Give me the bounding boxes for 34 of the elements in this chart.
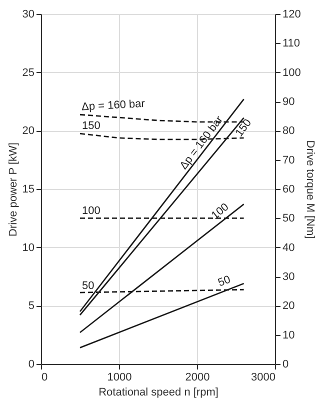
y2-tick-label: 90 xyxy=(282,96,295,108)
annotation: 150 xyxy=(233,117,254,139)
y2-tick-label: 110 xyxy=(282,38,300,50)
y-tick-label: 0 xyxy=(28,358,34,370)
y-tick-label: 5 xyxy=(28,300,34,312)
y2-tick-label: 70 xyxy=(282,154,295,166)
x-tick-label: 0 xyxy=(42,372,48,384)
y2-axis-title: Drive torque M [Nm] xyxy=(304,140,316,239)
y2-tick-label: 0 xyxy=(282,358,289,370)
y-axis-title: Drive power P [kW] xyxy=(7,142,20,236)
annotation: 50 xyxy=(82,280,94,292)
y2-tick-label: 100 xyxy=(282,66,301,79)
annotation: 50 xyxy=(216,274,232,290)
y2-tick-label: 20 xyxy=(282,300,295,312)
y2-tick-label: 80 xyxy=(282,125,295,138)
y-tick-label: 25 xyxy=(22,66,34,79)
y-tick-label: 15 xyxy=(22,184,34,196)
y2-tick-label: 60 xyxy=(282,184,295,196)
x-axis-title: Rotational speed n [rpm] xyxy=(98,386,218,398)
x-tick-label: 3000 xyxy=(251,372,276,384)
y2-tick-label: 30 xyxy=(282,271,295,283)
annotation: Δp = 160 bar xyxy=(81,98,146,114)
annotation: 100 xyxy=(82,205,100,218)
x-tick-label: 1000 xyxy=(107,372,132,384)
y-tick-label: 30 xyxy=(22,8,34,20)
annotation: 100 xyxy=(209,201,232,222)
y2-tick-label: 50 xyxy=(282,212,295,225)
x-tick-label: 2000 xyxy=(185,372,210,384)
y-tick-label: 10 xyxy=(22,242,34,254)
y-tick-label: 20 xyxy=(22,125,34,138)
y2-tick-label: 10 xyxy=(282,329,295,342)
y2-tick-label: 40 xyxy=(282,242,295,254)
annotation: 150 xyxy=(82,120,100,132)
y2-tick-label: 120 xyxy=(282,8,301,20)
